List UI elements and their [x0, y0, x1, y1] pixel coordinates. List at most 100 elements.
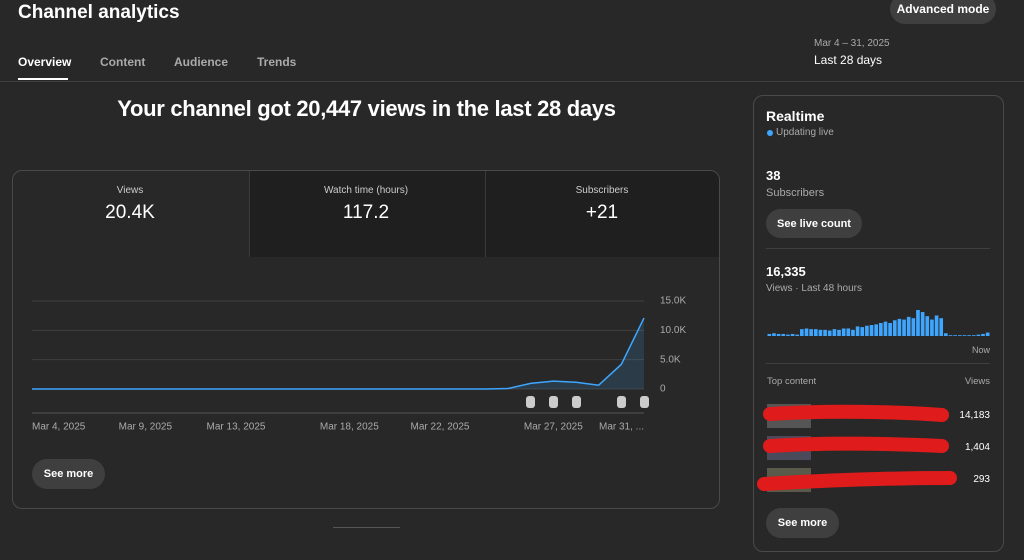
bar — [883, 321, 888, 336]
bar — [832, 329, 837, 336]
period[interactable]: Last 28 days — [814, 53, 883, 67]
bar — [911, 318, 916, 336]
y-tick-label: 10.0K — [660, 325, 686, 336]
area — [32, 318, 644, 389]
bar — [944, 333, 948, 336]
tab-underline — [18, 78, 68, 80]
bar — [967, 335, 971, 336]
bar — [846, 328, 851, 336]
realtime-title: Realtime — [766, 108, 825, 124]
see-more-button[interactable]: See more — [32, 459, 105, 489]
bar — [818, 329, 823, 336]
metric-divider — [249, 171, 250, 257]
x-tick-label: Mar 18, 2025 — [320, 422, 379, 433]
metric-label[interactable]: Views — [116, 185, 144, 196]
x-tick-label: Mar 4, 2025 — [32, 422, 86, 433]
scroll-indicator — [333, 527, 400, 528]
bar — [879, 323, 883, 336]
content-views: 293 — [973, 474, 990, 485]
live-dot — [767, 130, 773, 136]
bar — [841, 328, 846, 336]
tab[interactable]: Trends — [257, 55, 297, 69]
bar — [776, 333, 781, 336]
bar — [920, 312, 925, 336]
live-count-button[interactable]: See live count — [766, 209, 862, 238]
bar — [790, 333, 795, 336]
overview-card — [12, 170, 720, 509]
bar — [906, 316, 911, 336]
bar — [888, 323, 892, 336]
bar — [869, 325, 874, 336]
bar — [939, 318, 944, 336]
bar — [827, 330, 832, 336]
bar — [925, 316, 930, 336]
subscriber-count: 38 — [766, 168, 781, 183]
metric-tabs-bg — [249, 171, 719, 257]
bar — [865, 325, 869, 336]
tab[interactable]: Audience — [174, 55, 229, 69]
bar — [772, 333, 776, 336]
bar — [976, 334, 981, 336]
bar — [855, 326, 860, 336]
bar — [800, 329, 804, 336]
x-tick-label: Mar 31, ... — [599, 422, 644, 433]
views-label: Views · Last 48 hours — [766, 283, 862, 294]
bar — [934, 315, 939, 336]
y-tick-label: 5.0K — [660, 354, 681, 365]
bar — [813, 329, 818, 336]
divider — [766, 248, 990, 249]
page-title: Channel analytics — [18, 2, 180, 23]
live-status: Updating live — [776, 127, 834, 138]
bar — [767, 333, 772, 336]
advanced-mode-button[interactable]: Advanced mode — [890, 0, 996, 24]
y-tick-label: 15.0K — [660, 296, 686, 307]
bar — [902, 319, 906, 336]
tab[interactable]: Overview — [18, 55, 72, 69]
bar — [781, 333, 786, 336]
bar — [971, 335, 976, 336]
metric-label[interactable]: Subscribers — [575, 185, 629, 196]
views-column: Views — [964, 376, 990, 387]
see-more-button[interactable]: See more — [766, 508, 839, 538]
metric-value[interactable]: 117.2 — [342, 202, 390, 223]
metric-value[interactable]: +21 — [585, 202, 619, 223]
redaction — [757, 404, 957, 491]
headline: Your channel got 20,447 views in the las… — [117, 96, 616, 121]
bar — [804, 328, 809, 336]
x-tick-label: Mar 13, 2025 — [207, 422, 266, 433]
y-tick-label: 0 — [660, 384, 666, 395]
metric-label[interactable]: Watch time (hours) — [323, 185, 409, 196]
line — [32, 317, 645, 390]
subscriber-label: Subscribers — [766, 187, 825, 199]
bar — [930, 319, 934, 336]
bar — [953, 335, 957, 336]
bar — [957, 335, 962, 336]
content-views: 14,183 — [959, 410, 990, 421]
bar — [981, 333, 985, 336]
divider — [0, 81, 1024, 82]
date-range[interactable]: Mar 4 – 31, 2025 — [814, 38, 890, 49]
bar — [948, 335, 953, 336]
bar — [823, 329, 827, 336]
x-tick-label: Mar 22, 2025 — [411, 422, 470, 433]
x-tick-label: Mar 27, 2025 — [524, 422, 583, 433]
now-label: Now — [971, 345, 990, 355]
bar — [837, 329, 841, 336]
tab[interactable]: Content — [100, 55, 146, 69]
divider — [766, 363, 990, 364]
content-views: 1,404 — [964, 442, 990, 453]
bar — [809, 329, 813, 336]
top-content-label: Top content — [767, 376, 817, 387]
bar — [897, 318, 902, 336]
bar — [985, 332, 990, 336]
bar — [892, 320, 897, 336]
metric-value[interactable]: 20.4K — [105, 202, 155, 223]
metric-divider — [485, 171, 486, 257]
bar — [860, 327, 865, 336]
views-count: 16,335 — [766, 264, 806, 279]
shorts-icons — [526, 396, 649, 408]
bar — [916, 310, 920, 336]
bar — [851, 329, 855, 336]
